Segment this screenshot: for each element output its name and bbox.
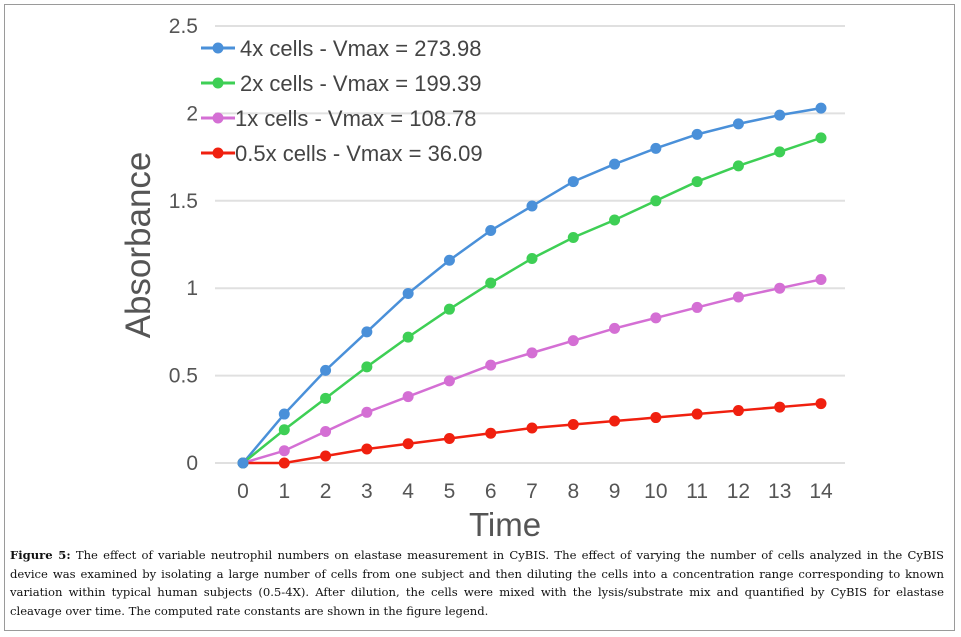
data-point: [402, 438, 414, 450]
legend-marker: [212, 112, 224, 124]
data-point: [402, 391, 414, 403]
y-tick-label: 1: [186, 277, 198, 300]
data-point: [732, 160, 744, 172]
data-point: [443, 303, 455, 315]
data-point: [526, 200, 538, 212]
y-tick-label: 2: [186, 102, 198, 125]
legend-label: 4x cells - Vmax = 273.98: [240, 36, 482, 61]
data-point: [526, 252, 538, 264]
x-axis-title: Time: [469, 506, 541, 543]
data-point: [237, 457, 249, 469]
data-point: [278, 457, 290, 469]
data-point: [443, 433, 455, 445]
y-axis-title: Absorbance: [119, 152, 158, 339]
data-point: [485, 359, 497, 371]
data-point: [567, 335, 579, 347]
x-tick-label: 12: [727, 480, 750, 503]
data-point: [650, 195, 662, 207]
x-tick-label: 0: [237, 480, 249, 503]
x-tick-label: 9: [609, 480, 621, 503]
data-point: [815, 102, 827, 114]
data-point: [485, 225, 497, 237]
x-tick-label: 8: [567, 480, 579, 503]
caption-label: Figure 5:: [10, 548, 71, 562]
data-point: [320, 426, 332, 438]
data-point: [361, 361, 373, 373]
data-point: [815, 273, 827, 285]
data-point: [526, 347, 538, 359]
x-tick-label: 5: [444, 480, 456, 503]
data-point: [815, 132, 827, 144]
data-point: [402, 331, 414, 343]
legend-marker: [212, 77, 224, 89]
data-point: [567, 232, 579, 244]
legend-label: 2x cells - Vmax = 199.39: [240, 71, 482, 96]
data-point: [732, 118, 744, 130]
data-point: [320, 392, 332, 404]
data-point: [732, 291, 744, 303]
line-chart: 00.511.522.50 1 2 3 4 5 6 7 8 9 10 11 12 13 14TimeAbso…: [119, 15, 845, 543]
caption-text: The effect of variable neutrophil number…: [10, 548, 944, 618]
data-point: [567, 419, 579, 431]
data-point: [774, 282, 786, 294]
data-point: [320, 450, 332, 462]
x-tick-label: 4: [402, 480, 414, 503]
data-point: [278, 424, 290, 436]
data-point: [691, 176, 703, 188]
x-tick-label: 11: [686, 480, 708, 503]
data-point: [774, 401, 786, 413]
data-point: [320, 364, 332, 376]
x-tick-label: 1: [278, 480, 290, 503]
data-point: [526, 422, 538, 434]
data-point: [485, 427, 497, 439]
x-tick-label: 10: [644, 480, 667, 503]
data-point: [650, 142, 662, 154]
data-point: [691, 408, 703, 420]
data-point: [815, 398, 827, 410]
data-point: [609, 158, 621, 170]
data-point: [361, 326, 373, 338]
y-tick-label: 1.5: [169, 190, 198, 213]
data-point: [485, 277, 497, 289]
data-point: [650, 312, 662, 324]
figure-caption: Figure 5: The effect of variable neutrop…: [10, 546, 944, 620]
data-point: [278, 408, 290, 420]
x-tick-label: 2: [320, 480, 332, 503]
y-tick-label: 0.5: [169, 365, 198, 388]
figure-frame: [4, 4, 955, 631]
y-tick-label: 0: [186, 452, 198, 475]
data-point: [402, 287, 414, 299]
legend-label: 0.5x cells - Vmax = 36.09: [235, 141, 483, 166]
legend-marker: [212, 42, 224, 54]
data-point: [609, 214, 621, 226]
x-tick-label: 14: [809, 480, 833, 503]
legend-marker: [212, 147, 224, 159]
data-point: [278, 445, 290, 457]
data-point: [443, 254, 455, 266]
x-tick-label: 7: [526, 480, 538, 503]
data-point: [691, 128, 703, 140]
data-point: [650, 412, 662, 424]
x-tick-label: 6: [485, 480, 497, 503]
data-point: [774, 109, 786, 121]
data-point: [361, 443, 373, 455]
y-tick-label: 2.5: [169, 15, 198, 38]
data-point: [691, 301, 703, 313]
data-point: [774, 146, 786, 158]
data-point: [443, 375, 455, 387]
data-point: [609, 322, 621, 334]
x-tick-label: 3: [361, 480, 373, 503]
data-point: [732, 405, 744, 417]
data-point: [567, 176, 579, 188]
data-point: [361, 406, 373, 418]
x-tick-label: 13: [768, 480, 791, 503]
data-point: [609, 415, 621, 427]
legend-label: 1x cells - Vmax = 108.78: [235, 106, 477, 131]
